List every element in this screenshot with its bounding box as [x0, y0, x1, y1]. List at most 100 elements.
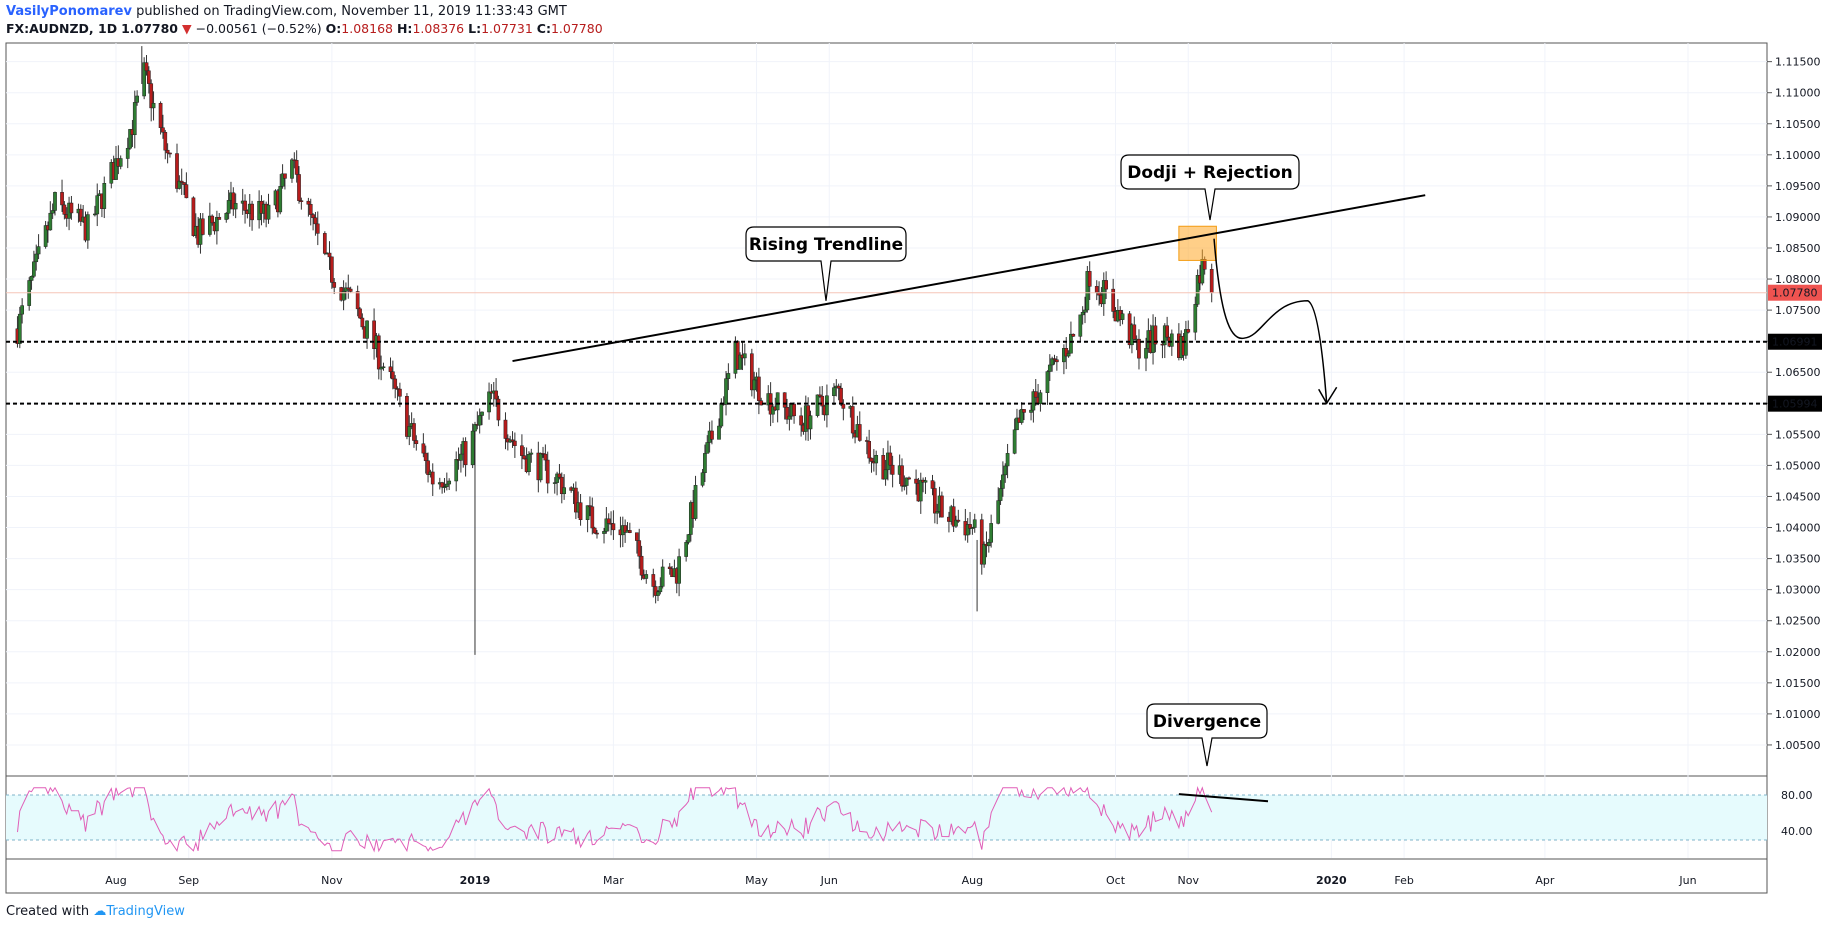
candle-body: [1031, 391, 1036, 411]
candle-body: [979, 519, 984, 565]
candle-body: [60, 192, 64, 206]
candle-body: [454, 459, 459, 482]
candle-body: [426, 460, 430, 475]
rejection-highlight-box: [1178, 225, 1217, 261]
candle-body: [165, 149, 170, 154]
candle-body: [527, 453, 531, 472]
candle-body: [459, 453, 463, 461]
candle-body: [940, 495, 944, 518]
candle-body: [1120, 313, 1125, 320]
candle-body: [142, 62, 147, 97]
x-tick-label: Mar: [603, 874, 624, 887]
candle-body: [513, 440, 517, 446]
candle-body: [1085, 271, 1090, 311]
callout-label: Divergence: [1153, 712, 1261, 732]
candle-body: [520, 445, 524, 456]
candle-body: [639, 555, 644, 576]
candle-body: [1045, 371, 1050, 393]
y-tick-label: 1.10500: [1775, 118, 1821, 131]
close-value: 1.07780: [550, 21, 603, 36]
candle-body: [522, 455, 527, 460]
candle-body: [700, 472, 705, 486]
candle-body: [208, 215, 212, 235]
y-tick-label: 1.01000: [1775, 708, 1821, 721]
tradingview-logo-icon[interactable]: ☁: [93, 904, 107, 919]
candle-body: [1209, 269, 1214, 293]
candle-body: [923, 480, 928, 483]
candle-body: [832, 387, 836, 396]
candle-body: [69, 202, 74, 214]
candle-body: [114, 158, 118, 180]
candle-body: [972, 519, 977, 528]
candle-body: [405, 396, 409, 437]
candle-body: [1193, 304, 1198, 333]
candle-body: [200, 218, 205, 235]
rsi-tick-label: 80.00: [1781, 789, 1813, 802]
x-tick-label: 2020: [1316, 874, 1347, 887]
y-tick-label: 1.04500: [1775, 490, 1821, 503]
last-price-tag-label: 1.07780: [1772, 287, 1818, 300]
candle-body: [775, 392, 780, 411]
author-link[interactable]: VasilyPonomarev: [6, 4, 132, 19]
candle-body: [656, 591, 660, 596]
y-tick-label: 1.02500: [1775, 615, 1821, 628]
candle-body: [250, 203, 254, 221]
x-tick-label: Nov: [321, 874, 343, 887]
candle-body: [470, 430, 475, 466]
candle-body: [839, 387, 843, 405]
x-tick-label: Oct: [1106, 874, 1126, 887]
candle-body: [184, 184, 189, 199]
candle-body: [719, 403, 724, 427]
candle-body: [290, 159, 294, 179]
candle-body: [146, 70, 151, 84]
candle-body: [930, 480, 935, 489]
projection-arrow-icon: [1318, 386, 1338, 405]
callout: Dodji + Rejection: [1120, 154, 1300, 221]
candle-body: [330, 256, 334, 283]
candle-body: [693, 485, 698, 519]
candle-body: [412, 423, 416, 441]
callout-label: Dodji + Rejection: [1127, 163, 1292, 183]
low-label: L:: [468, 21, 482, 36]
candle-body: [210, 215, 215, 224]
y-tick-label: 1.08000: [1775, 273, 1821, 286]
candle-body: [381, 366, 386, 369]
tradingview-brand[interactable]: TradingView: [106, 904, 185, 919]
candle-body: [503, 419, 508, 439]
candle-body: [299, 200, 304, 202]
candle-body: [85, 214, 90, 241]
candle-body: [667, 566, 672, 569]
candle-body: [391, 371, 395, 380]
candle-body: [738, 354, 742, 370]
y-tick-label: 1.09000: [1775, 211, 1821, 224]
candle-body: [808, 415, 813, 430]
candle-body: [477, 415, 482, 426]
candle-body: [327, 252, 332, 258]
y-tick-label: 1.11000: [1775, 87, 1821, 100]
candle-body: [306, 200, 311, 205]
y-tick-label: 1.09500: [1775, 180, 1821, 193]
candle-body: [623, 525, 627, 533]
candle-body: [102, 183, 107, 209]
candle-body: [604, 518, 609, 532]
candle-body: [918, 479, 923, 502]
candle-body: [968, 524, 972, 529]
candle-body: [43, 225, 48, 247]
candle-body: [1094, 286, 1099, 293]
candle-body: [62, 204, 67, 215]
candle-body: [297, 174, 301, 201]
candle-body: [226, 200, 231, 214]
candle-body: [78, 208, 83, 222]
candle-body: [278, 186, 283, 213]
candle-body: [787, 415, 792, 420]
y-tick-label: 1.07500: [1775, 304, 1821, 317]
candle-body: [332, 282, 337, 288]
callout-bubble: [1120, 154, 1300, 221]
candle-body: [440, 482, 444, 488]
candle-body: [118, 158, 123, 167]
candle-body: [658, 586, 663, 593]
candle-body: [191, 197, 196, 236]
candle-body: [308, 204, 313, 215]
candle-body: [710, 430, 714, 440]
